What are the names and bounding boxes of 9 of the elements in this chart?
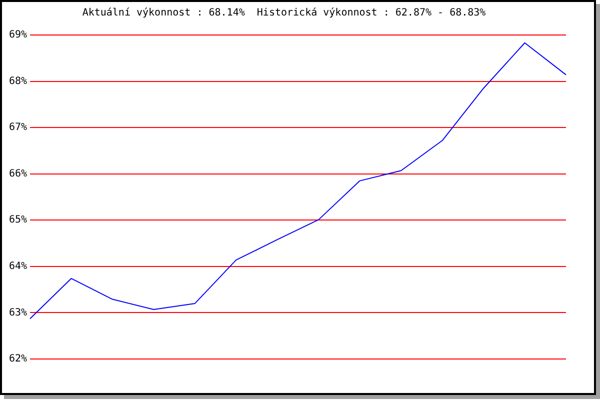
y-tick-label: 64% [8,261,27,272]
y-tick-label: 68% [8,76,27,87]
chart-title: Aktuální výkonnost : 68.14% Historická výkonnost : 62.87% - 68.83% [82,8,486,19]
y-tick-label: 67% [8,122,27,134]
y-tick-label: 63% [8,307,27,318]
y-tick-label: 62% [8,354,27,365]
y-tick-label: 69% [8,30,27,41]
y-tick-label: 65% [8,214,27,226]
y-tick-label: 66% [8,168,27,180]
